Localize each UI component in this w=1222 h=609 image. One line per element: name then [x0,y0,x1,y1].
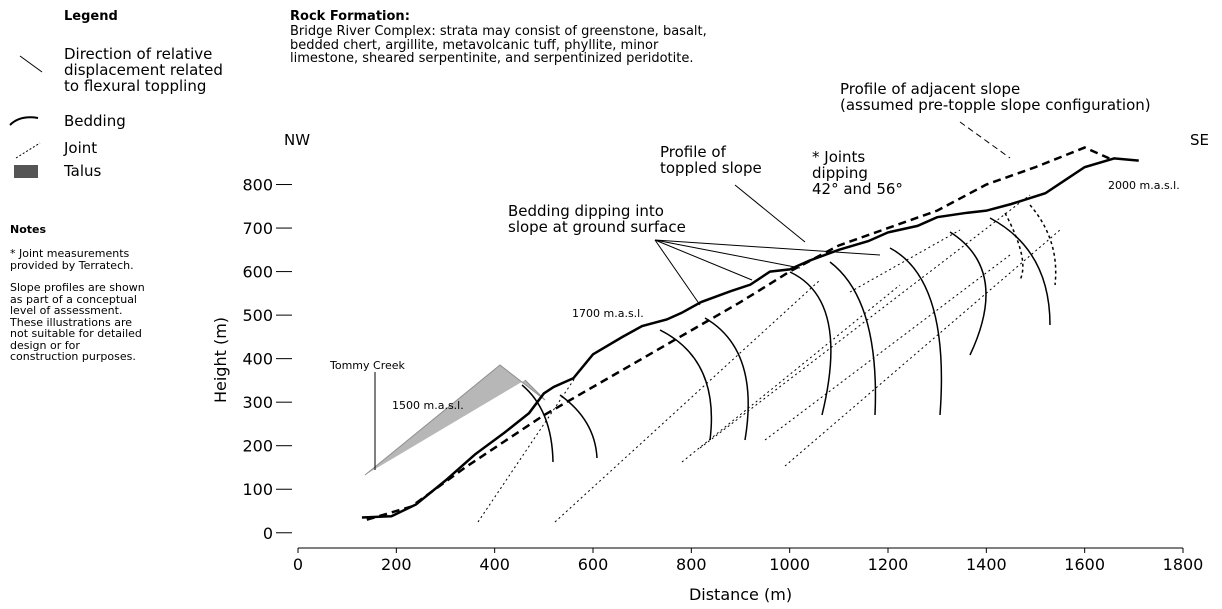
x-tick-label: 0 [293,555,303,574]
legend-item: Joint [64,139,98,157]
annotation: 2000 m.a.s.l. [1108,179,1180,192]
series-label: Profile of adjacent slope (assumed pre-t… [840,80,1151,114]
x-tick-label: 400 [479,555,510,574]
talus [364,364,546,476]
talus-icon [14,165,38,178]
note: * Joint measurements provided by Terrate… [10,247,134,272]
side-label: NW [284,131,311,149]
y-tick-label: 300 [242,393,273,412]
x-tick-label: 800 [676,555,707,574]
x-tick-label: 1000 [769,555,810,574]
leader [734,184,806,243]
leader [654,239,701,306]
annotation: * Joints dipping 42° and 56° [812,148,903,198]
leader [959,121,1011,159]
y-tick-label: 100 [242,480,273,499]
series-label: Profile of toppled slope [660,143,762,177]
legend-item: Direction of relative displacement relat… [64,45,223,95]
y-tick-label: 800 [242,176,273,195]
annotation: 1500 m.a.s.l. [392,399,464,412]
leader [654,239,801,269]
joint-icon [15,142,41,159]
x-axis-title: Distance (m) [689,585,792,604]
profile-line [366,146,1110,521]
legend-item: Talus [64,162,102,180]
displacement-icon [19,55,43,73]
y-tick-label: 400 [242,350,273,369]
x-tick-label: 200 [381,555,412,574]
annotation: Bedding dipping into slope at ground sur… [508,202,686,236]
y-tick-label: 200 [242,437,273,456]
side-label: SE [1190,131,1209,149]
profile-line [361,157,1139,519]
y-tick-label: 0 [263,524,273,543]
rock-title: Rock Formation: [290,9,410,24]
leader [654,239,881,256]
x-tick-label: 600 [578,555,609,574]
y-tick-label: 700 [242,219,273,238]
note: Slope profiles are shown as part of a co… [10,281,145,364]
x-tick-label: 1400 [966,555,1007,574]
legend-icons [9,55,43,178]
x-tick-label: 1200 [868,555,909,574]
x-tick-label: 1800 [1163,555,1204,574]
geology [364,194,1061,523]
bedding [521,204,1057,463]
x-tick-label: 1600 [1064,555,1105,574]
y-tick-label: 500 [242,306,273,325]
rock-text: Bridge River Complex: strata may consist… [290,24,707,67]
legend-item: Bedding [64,112,126,130]
annotation: Tommy Creek [330,359,405,372]
leader [654,239,753,281]
plot: 0 200 400 600 800 1000 1200 1400 1600 1800 0 100 200… [211,121,1204,604]
joints [477,194,1061,523]
legend-title: Legend [64,9,118,24]
y-tick-label: 600 [242,263,273,282]
annotation: 1700 m.a.s.l. [572,307,644,320]
bedding-icon [9,116,39,126]
notes-title: Notes [10,223,47,236]
y-axis-title: Height (m) [211,317,230,403]
